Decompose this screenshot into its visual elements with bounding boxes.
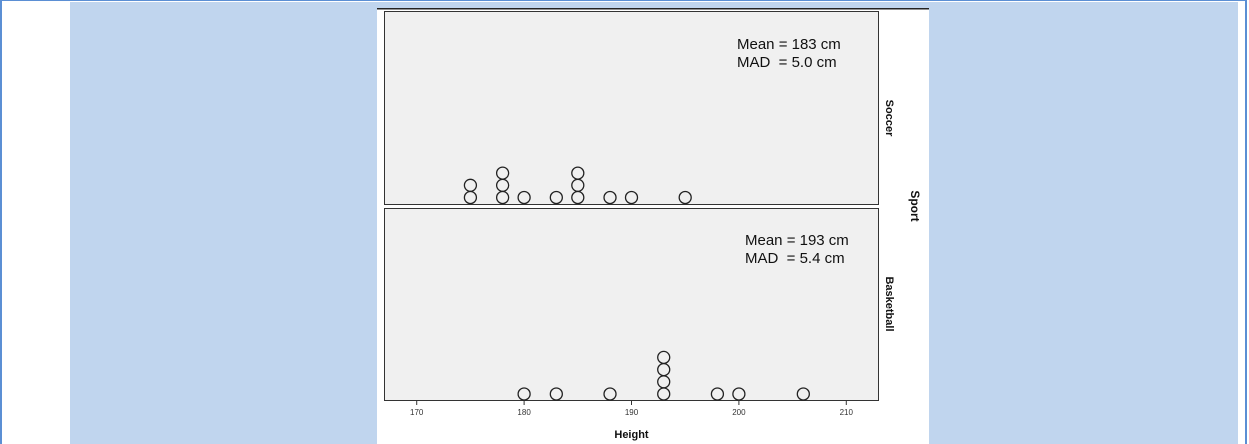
soccer-facet-label: Soccer [883, 100, 895, 137]
soccer-mean-label: Mean = 183 cm [737, 36, 841, 53]
soccer-dot [495, 166, 510, 180]
basketball-dot [732, 387, 746, 401]
basketball-dot [796, 387, 810, 401]
x-tick-label: 170 [410, 408, 424, 417]
basketball-panel [384, 208, 879, 401]
soccer-dot [549, 190, 563, 205]
soccer-panel [384, 11, 879, 205]
basketball-mean-label: Mean = 193 cm [745, 232, 849, 249]
soccer-dot [624, 190, 639, 205]
basketball-dot [517, 387, 531, 401]
x-tick-label: 190 [625, 408, 639, 417]
basketball-facet-label: Basketball [883, 276, 895, 331]
facet-title: Sport [908, 190, 922, 221]
x-tick-label: 210 [840, 408, 854, 417]
basketball-dot [603, 387, 617, 401]
dot-plot-chart: Soccer Basketball Sport 170 180 190 200 210 Heig… [377, 8, 929, 444]
soccer-dot [678, 190, 692, 205]
x-tick-label: 180 [517, 408, 531, 417]
soccer-dot [603, 190, 617, 205]
soccer-dot [463, 178, 478, 192]
basketball-dot [710, 387, 725, 401]
basketball-dot [657, 350, 671, 365]
x-tick-label: 200 [732, 408, 746, 417]
x-axis-label: Height [614, 429, 649, 441]
basketball-dot [549, 387, 563, 401]
soccer-dot [517, 190, 531, 205]
soccer-mad-label: MAD = 5.0 cm [737, 54, 837, 71]
chart-svg: Soccer Basketball Sport 170 180 190 200 210 Heig… [377, 8, 929, 441]
soccer-dot [571, 166, 585, 180]
basketball-mad-label: MAD = 5.4 cm [745, 250, 845, 267]
